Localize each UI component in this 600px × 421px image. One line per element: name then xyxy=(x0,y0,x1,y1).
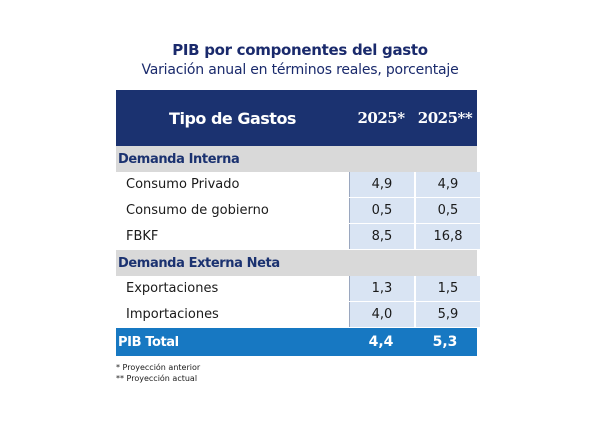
section-net-external-demand: Demanda Externa Neta xyxy=(116,250,477,276)
row-value-current: 16,8 xyxy=(414,224,480,249)
footnote-current: ** Proyección actual xyxy=(116,374,198,383)
table-row: Exportaciones 1,3 1,5 xyxy=(116,276,480,302)
row-label: Exportaciones xyxy=(126,281,219,296)
gdp-components-table: Tipo de Gastos 2025* 2025** Demanda Inte… xyxy=(116,90,480,356)
table-row: FBKF 8,5 16,8 xyxy=(116,224,480,250)
page-title: PIB por componentes del gasto xyxy=(172,41,428,59)
row-value-previous: 8,5 xyxy=(349,224,414,249)
total-value-previous: 4,4 xyxy=(368,334,394,350)
row-value-previous: 4,0 xyxy=(349,302,414,327)
footnote-previous: * Proyección anterior xyxy=(116,363,201,372)
table-row: Consumo Privado 4,9 4,9 xyxy=(116,172,480,198)
row-value-current: 5,9 xyxy=(414,302,480,327)
table-row: Consumo de gobierno 0,5 0,5 xyxy=(116,198,480,224)
table-header: Tipo de Gastos 2025* 2025** xyxy=(116,90,477,146)
row-label: FBKF xyxy=(126,229,159,244)
row-label: Consumo de gobierno xyxy=(126,203,269,218)
total-label: PIB Total xyxy=(118,334,179,350)
header-col-current: 2025** xyxy=(417,109,473,127)
row-value-current: 4,9 xyxy=(414,172,480,197)
page-subtitle: Variación anual en términos reales, porc… xyxy=(141,62,459,78)
row-label: Importaciones xyxy=(126,307,219,322)
header-label: Tipo de Gastos xyxy=(169,108,296,128)
header-col-previous: 2025* xyxy=(357,109,405,127)
total-value-current: 5,3 xyxy=(432,334,458,350)
row-label: Consumo Privado xyxy=(126,177,240,192)
row-value-current: 0,5 xyxy=(414,198,480,223)
section-domestic-demand: Demanda Interna xyxy=(116,146,477,172)
row-value-previous: 4,9 xyxy=(349,172,414,197)
footnotes: * Proyección anterior ** Proyección actu… xyxy=(116,362,200,384)
total-row: PIB Total 4,4 5,3 xyxy=(116,328,477,356)
row-value-current: 1,5 xyxy=(414,276,480,301)
row-value-previous: 1,3 xyxy=(349,276,414,301)
table-row: Importaciones 4,0 5,9 xyxy=(116,302,480,328)
row-value-previous: 0,5 xyxy=(349,198,414,223)
